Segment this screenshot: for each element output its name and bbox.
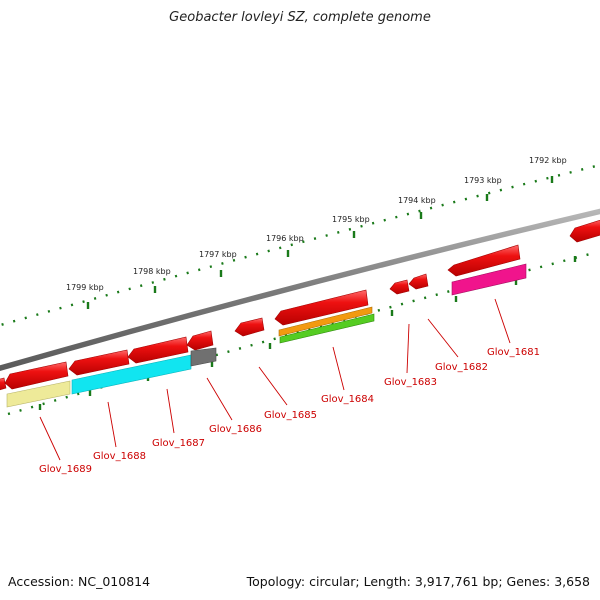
gene-arrows <box>0 219 600 391</box>
leader-glov-1689 <box>39 416 61 461</box>
outer-major-ticks <box>86 176 554 309</box>
scale-label-1794: 1794 kbp <box>398 196 436 205</box>
gene-arrow-glov-1685[interactable] <box>234 317 265 337</box>
label-leaders <box>39 298 511 461</box>
gene-label-glov-1683[interactable]: Glov_1683 <box>384 377 437 388</box>
feature-cyan <box>71 354 192 395</box>
gene-labels: Glov_1681 Glov_1682 Glov_1683 Glov_1684 … <box>39 347 540 475</box>
genome-backbone <box>0 208 600 371</box>
leader-glov-1684 <box>332 346 345 391</box>
gene-arrow-glov-1683[interactable] <box>389 279 410 295</box>
gene-label-glov-1688[interactable]: Glov_1688 <box>93 451 146 462</box>
gene-label-glov-1681[interactable]: Glov_1681 <box>487 347 540 358</box>
accession-text: Accession: NC_010814 <box>8 574 151 589</box>
gene-label-glov-1687[interactable]: Glov_1687 <box>152 438 205 449</box>
feature-gray <box>190 347 217 367</box>
gene-arrow-glov-1687[interactable] <box>127 336 189 364</box>
leader-glov-1688 <box>107 401 117 448</box>
scale-label-1797: 1797 kbp <box>199 250 237 259</box>
leader-glov-1682 <box>427 318 459 358</box>
scale-label-1799: 1799 kbp <box>66 283 104 292</box>
gene-arrow-glov-1688[interactable] <box>68 349 130 376</box>
gene-label-glov-1685[interactable]: Glov_1685 <box>264 410 317 421</box>
scale-labels: 1792 kbp 1793 kbp 1794 kbp 1795 kbp 1796… <box>66 156 567 292</box>
genome-summary-text: Topology: circular; Length: 3,917,761 bp… <box>246 574 590 589</box>
scale-label-1795: 1795 kbp <box>332 215 370 224</box>
gene-label-glov-1684[interactable]: Glov_1684 <box>321 394 374 405</box>
scale-label-1796: 1796 kbp <box>266 234 304 243</box>
leader-glov-1685 <box>258 366 288 406</box>
gene-label-glov-1682[interactable]: Glov_1682 <box>435 362 488 373</box>
leader-glov-1683 <box>406 323 410 374</box>
leader-glov-1687 <box>166 388 175 434</box>
feature-magenta <box>451 263 527 296</box>
genome-title: Geobacter lovleyi SZ, complete genome <box>169 10 431 25</box>
feature-green <box>279 313 375 344</box>
feature-bands <box>6 263 527 408</box>
gene-arrow-glov-1681[interactable] <box>447 244 521 277</box>
gene-label-glov-1686[interactable]: Glov_1686 <box>209 424 262 435</box>
gene-arrow-glov-1686[interactable] <box>186 330 214 351</box>
scale-label-1793: 1793 kbp <box>464 176 502 185</box>
gene-arrow-glov-1689[interactable] <box>4 361 69 390</box>
gene-arrow-right-edge[interactable] <box>569 219 600 243</box>
gene-label-glov-1689[interactable]: Glov_1689 <box>39 464 92 475</box>
scale-label-1792: 1792 kbp <box>529 156 567 165</box>
feature-yellow <box>6 380 71 408</box>
leader-glov-1686 <box>206 377 233 421</box>
gene-arrow-glov-1682[interactable] <box>408 273 429 290</box>
gene-arrow-far-left[interactable] <box>0 377 7 391</box>
outer-scale-track <box>0 163 600 327</box>
gene-arrow-glov-1684[interactable] <box>274 289 369 326</box>
scale-label-1798: 1798 kbp <box>133 267 171 276</box>
feature-orange <box>278 306 373 337</box>
leader-glov-1681 <box>494 298 511 344</box>
